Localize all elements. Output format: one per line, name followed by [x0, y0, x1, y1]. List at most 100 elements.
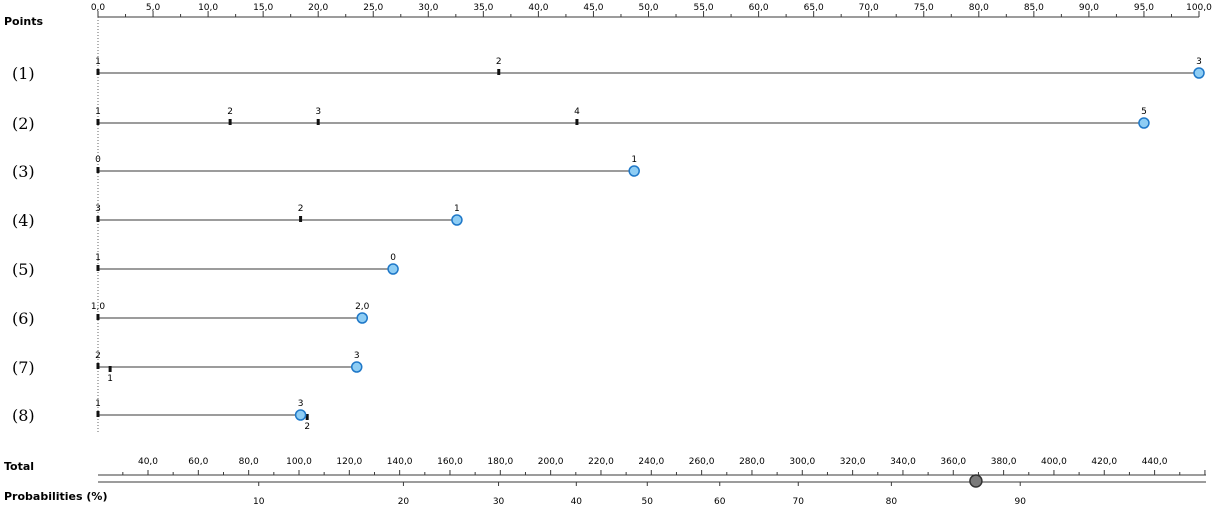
total-axis-tick-label: 320,0	[840, 457, 866, 467]
probabilities-axis-label: Probabilities (%)	[4, 490, 107, 503]
variable-tick-mark	[96, 411, 100, 417]
total-axis-tick-label: 180,0	[487, 457, 513, 467]
points-axis-tick-label: 35,0	[473, 3, 493, 13]
probability-axis-tick-label: 50	[642, 497, 654, 507]
points-axis-tick-label: 40,0	[528, 3, 548, 13]
points-axis-tick-label: 75,0	[914, 3, 934, 13]
variable-tick-label: 4	[574, 107, 580, 117]
variable-tick-label: 3	[95, 204, 101, 214]
points-axis-tick-label: 100,0	[1186, 3, 1212, 13]
variable-tick-mark	[108, 366, 112, 372]
variable-tick-mark	[96, 314, 100, 320]
selected-value-marker	[387, 263, 399, 275]
variable-tick-mark	[96, 119, 100, 125]
variable-tick-label: 2	[298, 204, 304, 214]
points-axis-label: Points	[4, 15, 43, 28]
variable-tick-label: 2	[304, 422, 310, 432]
variable-tick-label: 3	[1196, 57, 1202, 67]
variable-tick-label: 0	[390, 253, 396, 263]
variable-tick-label: 1	[107, 374, 113, 384]
variable-tick-mark	[299, 216, 303, 222]
probability-axis-tick-label: 90	[1014, 497, 1026, 507]
variable-tick-label: 1	[95, 107, 101, 117]
total-axis-tick-label: 400,0	[1041, 457, 1067, 467]
probability-axis-tick-label: 30	[493, 497, 505, 507]
total-axis-tick-label: 300,0	[789, 457, 815, 467]
points-axis-tick-label: 65,0	[804, 3, 824, 13]
points-axis-tick-label: 20,0	[308, 3, 328, 13]
variable-label: (4)	[12, 211, 35, 230]
variable-tick-mark	[96, 69, 100, 75]
selected-value-marker	[1138, 117, 1150, 129]
points-axis-tick-label: 10,0	[198, 3, 218, 13]
total-axis-tick-label: 280,0	[739, 457, 765, 467]
points-axis-tick-label: 25,0	[363, 3, 383, 13]
variable-tick-label: 3	[315, 107, 321, 117]
total-axis-tick-label: 420,0	[1091, 457, 1117, 467]
variable-tick-mark	[96, 216, 100, 222]
selected-value-marker	[1193, 67, 1205, 79]
variable-label: (7)	[12, 358, 35, 377]
variable-tick-label: 1	[95, 399, 101, 409]
variable-label: (6)	[12, 309, 35, 328]
points-axis-tick-label: 80,0	[969, 3, 989, 13]
points-axis-tick-label: 60,0	[749, 3, 769, 13]
probability-axis-tick-label: 20	[398, 497, 410, 507]
total-axis-tick-label: 360,0	[940, 457, 966, 467]
total-axis-tick-label: 220,0	[588, 457, 614, 467]
variable-tick-label: 1	[631, 155, 637, 165]
total-axis-tick-label: 260,0	[689, 457, 715, 467]
total-axis-label: Total	[4, 460, 34, 473]
points-axis-tick-label: 70,0	[859, 3, 879, 13]
total-axis-tick-label: 140,0	[387, 457, 413, 467]
points-axis-tick-label: 50,0	[638, 3, 658, 13]
selected-value-marker	[451, 214, 463, 226]
variable-tick-label: 3	[354, 351, 360, 361]
variable-tick-label: 1	[95, 253, 101, 263]
variable-tick-mark	[228, 119, 232, 125]
variable-tick-mark	[96, 363, 100, 369]
variable-tick-label: 0	[95, 155, 101, 165]
total-axis-tick-label: 440,0	[1142, 457, 1168, 467]
points-axis-tick-label: 5,0	[146, 3, 161, 13]
variable-tick-mark	[575, 119, 579, 125]
probability-axis-tick-label: 10	[253, 497, 265, 507]
probability-axis-tick-label: 70	[793, 497, 805, 507]
variable-tick-label: 2	[95, 351, 101, 361]
total-axis-tick-label: 40,0	[138, 457, 158, 467]
total-probability-marker	[969, 474, 983, 488]
points-axis-tick-label: 55,0	[694, 3, 714, 13]
points-axis-tick-label: 95,0	[1134, 3, 1154, 13]
variable-tick-label: 1,0	[91, 302, 106, 312]
variable-tick-label: 2	[227, 107, 233, 117]
total-axis-tick-label: 200,0	[538, 457, 564, 467]
variable-tick-label: 1	[454, 204, 460, 214]
variable-tick-mark	[96, 167, 100, 173]
selected-value-marker	[628, 165, 640, 177]
variable-label: (8)	[12, 406, 35, 425]
probability-axis-tick-label: 40	[571, 497, 583, 507]
variable-tick-mark	[305, 414, 309, 420]
variable-tick-label: 1	[95, 57, 101, 67]
variable-label: (3)	[12, 162, 35, 181]
points-axis-tick-label: 90,0	[1079, 3, 1099, 13]
total-axis-tick-label: 100,0	[286, 457, 312, 467]
points-axis-tick-label: 30,0	[418, 3, 438, 13]
variable-tick-label: 5	[1141, 107, 1147, 117]
variable-label: (5)	[12, 260, 35, 279]
selected-value-marker	[294, 409, 307, 421]
total-axis-tick-label: 160,0	[437, 457, 463, 467]
total-axis-tick-label: 380,0	[991, 457, 1017, 467]
points-axis-tick-label: 0,0	[91, 3, 106, 13]
variable-label: (1)	[12, 64, 35, 83]
selected-value-marker	[356, 312, 368, 324]
probability-axis-tick-label: 80	[886, 497, 898, 507]
total-axis-tick-label: 80,0	[239, 457, 259, 467]
variable-label: (2)	[12, 114, 35, 133]
probability-axis-tick-label: 60	[714, 497, 726, 507]
total-axis-tick-label: 340,0	[890, 457, 916, 467]
variable-tick-label: 3	[298, 399, 304, 409]
total-axis-tick-label: 60,0	[188, 457, 208, 467]
selected-value-marker	[350, 361, 363, 373]
